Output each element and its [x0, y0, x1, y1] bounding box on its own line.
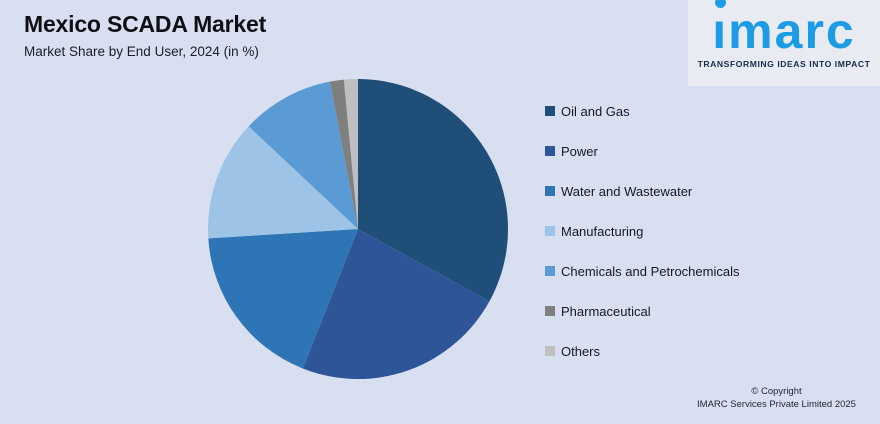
pie-slice-manufacturing [208, 126, 358, 239]
legend-label: Pharmaceutical [561, 303, 651, 319]
legend-item-others: Others [545, 343, 739, 359]
legend-item-manufacturing: Manufacturing [545, 223, 739, 239]
legend-label: Oil and Gas [561, 103, 630, 119]
imarc-logo: ımarc TRANSFORMING IDEAS INTO IMPACT [688, 0, 880, 86]
copyright-notice: © Copyright IMARC Services Private Limit… [679, 386, 874, 411]
copyright-line1: © Copyright [751, 386, 802, 398]
legend-swatch [545, 266, 555, 276]
pie-slice-oil-and-gas [358, 79, 509, 302]
legend-item-chemicals-and-petrochemicals: Chemicals and Petrochemicals [545, 263, 740, 279]
legend-label: Manufacturing [561, 223, 644, 239]
chart-legend: Oil and Gas Power Water and Wastewater Manu… [545, 104, 739, 384]
legend-swatch [545, 346, 555, 356]
pie-slice-pharmaceutical [329, 79, 358, 229]
legend-swatch [545, 186, 555, 196]
pie-slice-power [302, 229, 490, 380]
legend-swatch [545, 306, 555, 316]
pie-slice-others [343, 79, 358, 229]
legend-swatch [545, 146, 555, 156]
pie-slice-chemicals-and-petrochemicals [248, 81, 358, 229]
legend-item-pharmaceutical: Pharmaceutical [545, 303, 739, 319]
legend-item-water-and-wastewater: Water and Wastewater [545, 183, 739, 199]
chart-subtitle: Market Share by End User, 2024 (in %) [24, 43, 259, 59]
legend-item-oil-and-gas: Oil and Gas [545, 103, 739, 119]
legend-swatch [545, 106, 555, 116]
pie-slice-water-and-wastewater [208, 229, 358, 369]
legend-label: Others [561, 343, 601, 359]
copyright-line2: IMARC Services Private Limited 2025 [697, 398, 856, 410]
legend-item-power: Power [545, 143, 739, 159]
logo-dot-icon [715, 0, 727, 8]
header: Mexico SCADA Market Market Share by End … [24, 10, 266, 59]
chart-title: Mexico SCADA Market [24, 11, 267, 37]
logo-tagline: TRANSFORMING IDEAS INTO IMPACT [697, 59, 871, 69]
imarc-wordmark: ımarc [712, 0, 856, 59]
pie-chart [208, 79, 509, 380]
legend-label: Water and Wastewater [561, 183, 693, 199]
legend-label: Power [561, 143, 598, 159]
logo-brand-text: ımarc [712, 3, 856, 59]
legend-swatch [545, 226, 555, 236]
legend-label: Chemicals and Petrochemicals [561, 263, 740, 279]
